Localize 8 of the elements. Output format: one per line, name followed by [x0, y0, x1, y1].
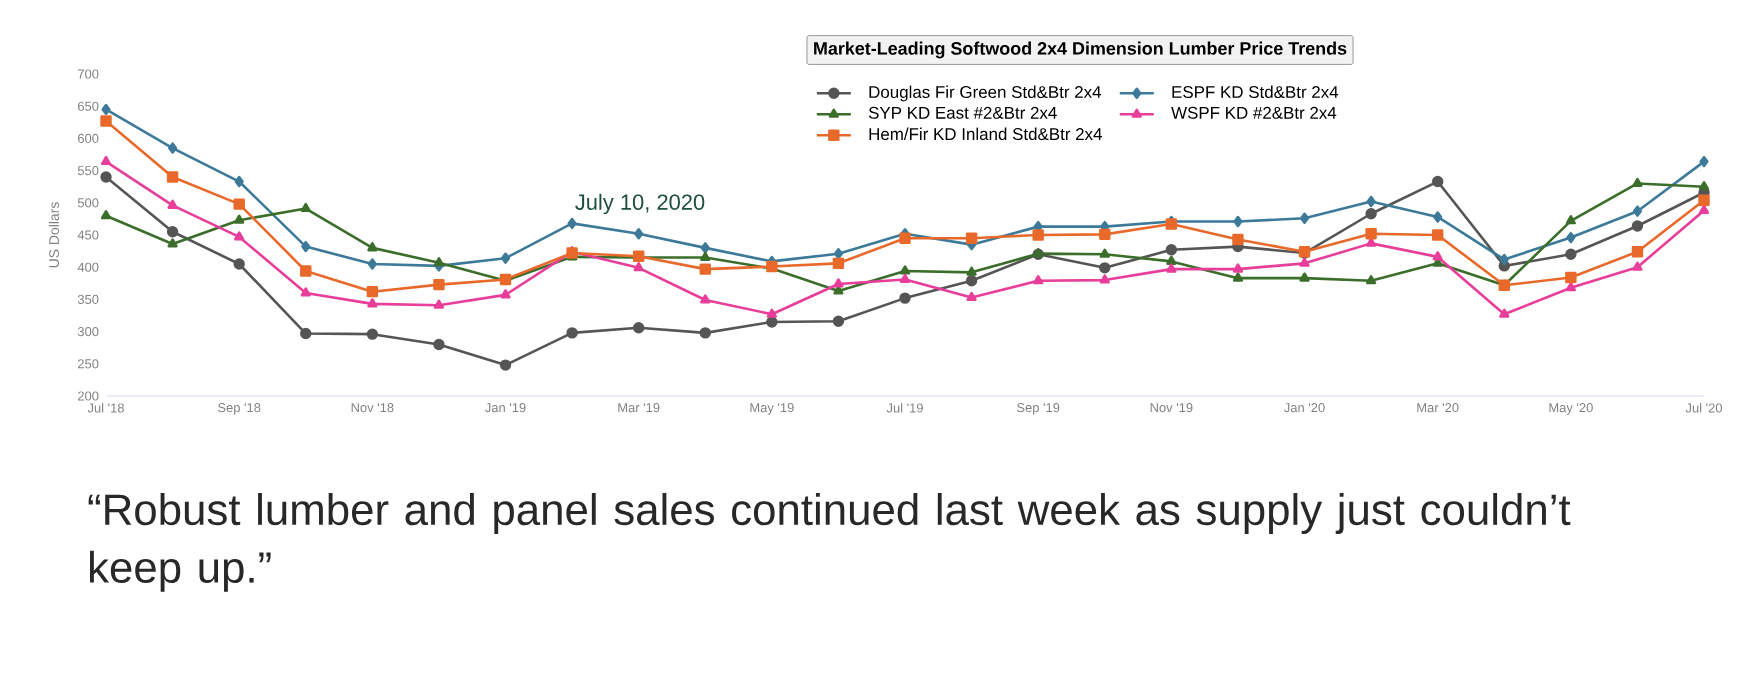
legend-label: ESPF KD Std&Btr 2x4: [1172, 85, 1339, 99]
legend-label: WSPF KD #2&Btr 2x4: [1171, 106, 1337, 119]
text: July 10, 2020: [575, 193, 705, 215]
legend-label: Hem/Fir KD Inland Std&Btr 2x4: [869, 127, 1102, 141]
legend-label: SYP KD East #2&Btr 2x4: [868, 106, 1057, 119]
chart-title: Market-Leading Softwood 2x4 Dimension Lumber Price Trends: [814, 41, 1347, 59]
legend-label: Douglas Fir Green Std&Btr 2x4: [869, 85, 1102, 102]
text: “Robust lumber and panel sales continued last week as supply just couldn’t keep up.”: [88, 493, 1571, 592]
